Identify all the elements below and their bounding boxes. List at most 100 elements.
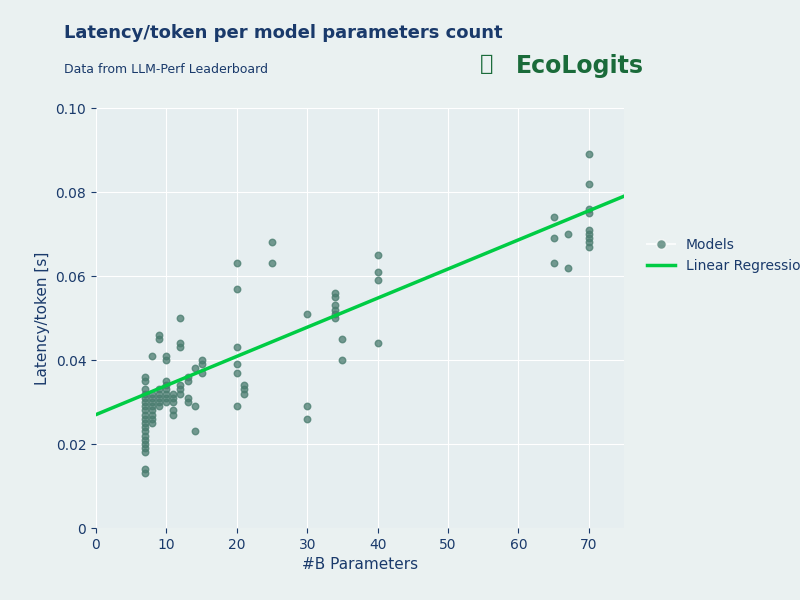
Point	[139, 418, 152, 428]
Point	[582, 179, 595, 188]
Point	[230, 359, 243, 369]
Point	[146, 406, 158, 415]
Point	[139, 427, 152, 436]
Text: Data from LLM-Perf Leaderboard: Data from LLM-Perf Leaderboard	[64, 63, 268, 76]
Point	[582, 208, 595, 218]
Point	[160, 393, 173, 403]
Point	[562, 263, 574, 272]
Point	[329, 288, 342, 298]
Point	[153, 397, 166, 407]
Point	[146, 418, 158, 428]
Point	[582, 229, 595, 239]
Point	[195, 359, 208, 369]
Point	[139, 406, 152, 415]
Point	[582, 233, 595, 243]
Point	[230, 401, 243, 411]
Point	[139, 372, 152, 382]
Point	[146, 410, 158, 419]
Point	[188, 364, 201, 373]
Point	[181, 376, 194, 386]
Point	[230, 368, 243, 377]
Point	[139, 435, 152, 445]
Point	[238, 380, 250, 390]
Point	[301, 309, 314, 319]
Point	[139, 448, 152, 457]
Point	[266, 238, 278, 247]
Point	[174, 338, 187, 348]
Point	[153, 334, 166, 344]
Point	[153, 385, 166, 394]
Point	[146, 401, 158, 411]
Point	[230, 343, 243, 352]
Point	[329, 292, 342, 302]
Point	[230, 259, 243, 268]
Point	[139, 393, 152, 403]
Point	[139, 385, 152, 394]
Legend: Models, Linear Regression: Models, Linear Regression	[642, 233, 800, 278]
Point	[139, 414, 152, 424]
X-axis label: #B Parameters: #B Parameters	[302, 557, 418, 572]
Point	[160, 376, 173, 386]
Point	[139, 469, 152, 478]
Point	[371, 275, 384, 285]
Point	[174, 313, 187, 323]
Point	[167, 393, 180, 403]
Point	[329, 305, 342, 314]
Point	[139, 431, 152, 440]
Point	[146, 397, 158, 407]
Point	[238, 385, 250, 394]
Point	[174, 380, 187, 390]
Point	[547, 212, 560, 222]
Point	[195, 355, 208, 365]
Point	[336, 334, 349, 344]
Point	[329, 309, 342, 319]
Point	[167, 397, 180, 407]
Point	[371, 267, 384, 277]
Point	[329, 301, 342, 310]
Point	[547, 259, 560, 268]
Text: Latency/token per model parameters count: Latency/token per model parameters count	[64, 24, 502, 42]
Point	[230, 284, 243, 293]
Point	[562, 229, 574, 239]
Point	[181, 393, 194, 403]
Point	[153, 389, 166, 398]
Point	[160, 389, 173, 398]
Point	[139, 376, 152, 386]
Point	[181, 397, 194, 407]
Point	[160, 385, 173, 394]
Point	[371, 338, 384, 348]
Point	[582, 204, 595, 214]
Point	[146, 351, 158, 361]
Point	[582, 238, 595, 247]
Point	[139, 401, 152, 411]
Point	[146, 389, 158, 398]
Point	[139, 410, 152, 419]
Point	[301, 414, 314, 424]
Point	[336, 355, 349, 365]
Point	[160, 380, 173, 390]
Point	[160, 355, 173, 365]
Point	[139, 397, 152, 407]
Point	[266, 259, 278, 268]
Point	[174, 389, 187, 398]
Point	[139, 443, 152, 453]
Point	[238, 389, 250, 398]
Text: 🌿: 🌿	[480, 54, 494, 74]
Point	[167, 410, 180, 419]
Point	[160, 351, 173, 361]
Point	[582, 242, 595, 251]
Point	[139, 389, 152, 398]
Point	[188, 427, 201, 436]
Point	[160, 397, 173, 407]
Point	[146, 393, 158, 403]
Point	[139, 464, 152, 474]
Point	[174, 343, 187, 352]
Text: EcoLogits: EcoLogits	[516, 54, 644, 78]
Point	[547, 233, 560, 243]
Point	[181, 372, 194, 382]
Point	[153, 393, 166, 403]
Point	[139, 439, 152, 449]
Point	[195, 368, 208, 377]
Point	[139, 422, 152, 432]
Point	[146, 414, 158, 424]
